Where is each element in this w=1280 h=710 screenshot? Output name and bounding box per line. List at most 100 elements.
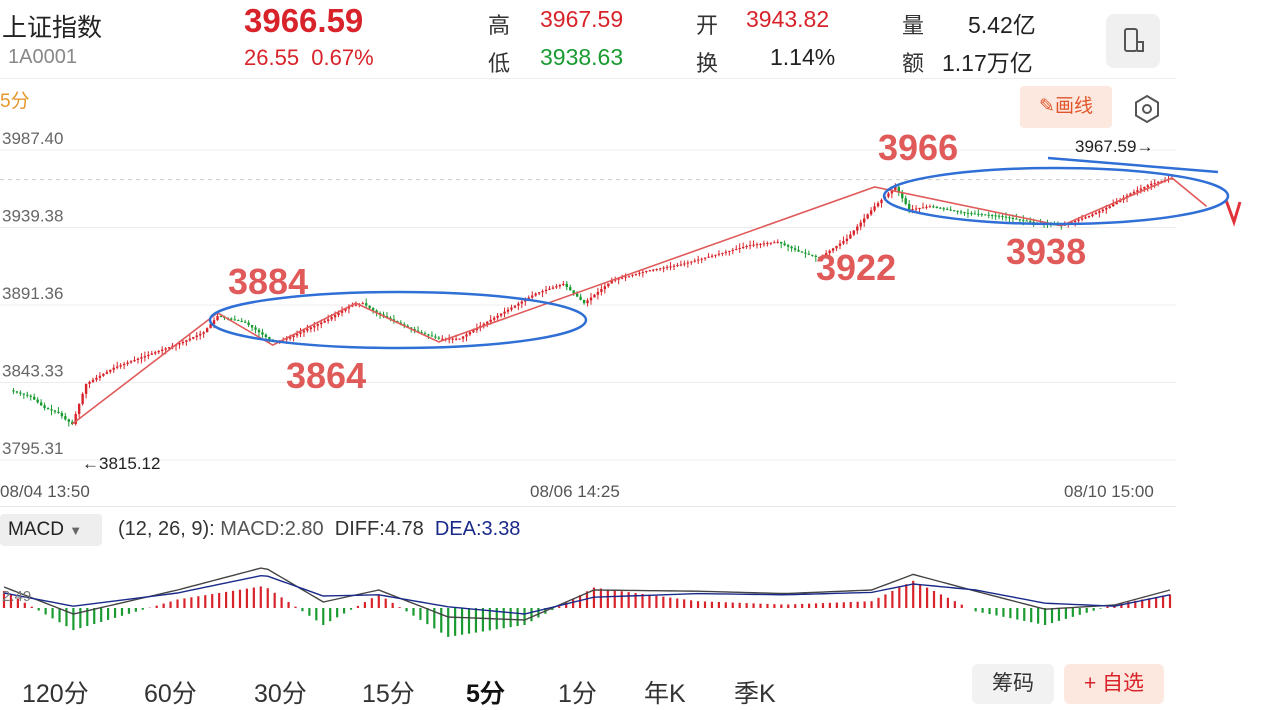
candle-body <box>741 247 745 249</box>
candle-body <box>531 295 534 298</box>
candle-body <box>1156 181 1160 183</box>
diff-value: DIFF:4.78 <box>334 518 424 540</box>
candle-body <box>1105 207 1108 210</box>
candle-body <box>904 198 907 204</box>
period-tab[interactable]: 60分 <box>144 680 197 708</box>
period-tab[interactable]: 30分 <box>254 680 307 708</box>
candle-body <box>333 315 337 318</box>
candle-body <box>959 211 963 213</box>
candle-body <box>963 212 966 214</box>
candle-body <box>157 350 160 353</box>
period-tab[interactable]: 1分 <box>558 680 597 708</box>
dea-line <box>3 575 1171 615</box>
candle-body <box>1160 180 1163 182</box>
candle-body <box>116 366 119 368</box>
candle-body <box>154 352 157 354</box>
candle-body <box>520 301 524 304</box>
period-tab[interactable]: 5分 <box>466 680 505 708</box>
candle-body <box>109 369 112 372</box>
candle-body <box>579 296 582 300</box>
candle-body <box>50 409 53 411</box>
candle-body <box>295 333 299 336</box>
settings-button[interactable] <box>1130 92 1164 126</box>
high-value: 3967.59 <box>540 6 624 32</box>
candle-body <box>907 203 911 210</box>
candle-body <box>807 253 811 255</box>
candle-body <box>1018 219 1022 221</box>
candle-body <box>593 294 596 298</box>
price-chart[interactable]: 3987.40 3939.38 3891.36 3843.33 3795.31 3884… <box>0 130 1280 510</box>
candle-body <box>724 251 728 253</box>
low-marker-label: ←3815.12 <box>82 454 160 473</box>
candle-body <box>22 393 26 395</box>
chips-button[interactable]: 筹码 <box>972 664 1054 704</box>
candle-body <box>575 293 579 297</box>
candle-body <box>351 305 354 307</box>
candle-body <box>250 324 254 328</box>
candle-body <box>1025 220 1028 222</box>
candle-body <box>98 375 102 378</box>
candle-body <box>188 338 192 341</box>
annotation-label: 3938 <box>1006 231 1086 272</box>
period-tab[interactable]: 120分 <box>22 680 89 708</box>
candle-body <box>205 328 209 333</box>
candle-body <box>537 292 541 294</box>
candle-body <box>811 254 814 256</box>
candle-body <box>610 280 613 284</box>
candle-body <box>1032 221 1035 223</box>
candle-body <box>129 361 133 363</box>
candle-body <box>46 408 50 410</box>
candle-body <box>572 290 575 294</box>
candle-body <box>956 210 959 212</box>
candle-body <box>437 337 441 339</box>
candle-body <box>506 309 510 312</box>
candle-body <box>1029 221 1032 223</box>
candle-body <box>562 283 565 286</box>
landscape-toggle-button[interactable] <box>1106 14 1160 68</box>
candle-body <box>939 207 942 209</box>
candle-body <box>375 310 378 313</box>
period-tab[interactable]: 年K <box>644 680 686 708</box>
candle-body <box>707 256 710 258</box>
candle-body <box>1022 219 1025 221</box>
candle-body <box>1146 185 1149 187</box>
macd-chart[interactable]: 2.49 <box>0 546 1180 656</box>
candle-body <box>921 207 925 209</box>
candle-body <box>57 411 60 413</box>
candle-body <box>876 203 880 207</box>
candle-body <box>627 275 631 277</box>
candle-body <box>738 247 741 249</box>
candle-body <box>977 213 980 215</box>
add-watchlist-button[interactable]: + 自选 <box>1064 664 1164 704</box>
candle-body <box>53 410 57 412</box>
dea-value: DEA:3.38 <box>434 518 521 540</box>
candle-body <box>448 338 451 340</box>
candle-body <box>555 286 558 288</box>
candle-body <box>136 358 140 360</box>
candle-body <box>721 252 724 254</box>
candle-body <box>952 210 956 212</box>
candle-body <box>928 206 932 208</box>
low-label: 低 <box>488 51 511 76</box>
indicator-select[interactable]: MACD ▼ <box>0 514 102 546</box>
candle-body <box>797 249 800 252</box>
period-tab[interactable]: 季K <box>734 680 776 708</box>
candle-body <box>202 332 205 334</box>
candle-body <box>143 356 147 358</box>
draw-line-button[interactable]: ✎画线 <box>1020 86 1112 128</box>
candle-body <box>548 288 551 290</box>
candle-body <box>935 207 939 209</box>
candle-body <box>856 226 859 231</box>
period-label[interactable]: 5分 <box>0 91 30 112</box>
candle-body <box>19 392 22 394</box>
candle-body <box>1091 214 1094 217</box>
period-tab[interactable]: 15分 <box>362 680 415 708</box>
candle-body <box>1150 183 1153 186</box>
candle-body <box>966 212 970 214</box>
candle-body <box>285 338 288 340</box>
candle-body <box>71 421 74 425</box>
candle-body <box>942 208 945 210</box>
candle-body <box>84 383 88 394</box>
candle-body <box>77 403 81 414</box>
candle-body <box>105 371 109 374</box>
